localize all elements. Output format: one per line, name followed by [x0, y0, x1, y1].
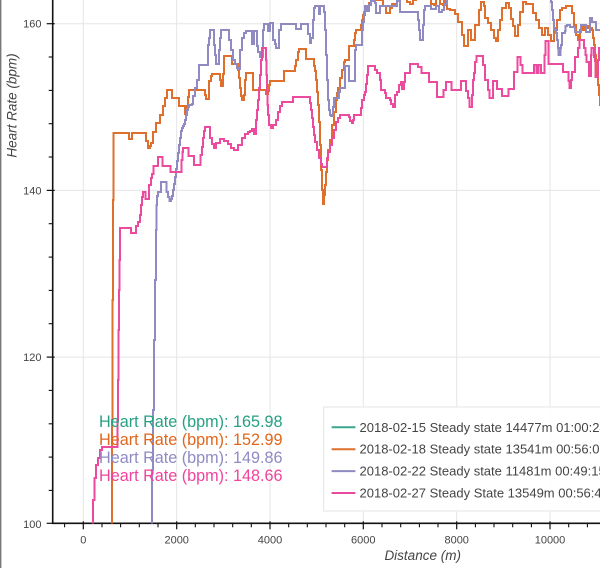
svg-text:120: 120 [23, 352, 41, 364]
svg-text:2018-02-18 Steady state 13541m: 2018-02-18 Steady state 13541m 00:56:03 [360, 442, 600, 457]
svg-text:10000: 10000 [535, 535, 566, 547]
svg-text:Heart Rate (bpm): 149.86: Heart Rate (bpm): 149.86 [99, 449, 283, 467]
svg-text:8000: 8000 [444, 535, 468, 547]
svg-text:Heart Rate (bpm): 148.66: Heart Rate (bpm): 148.66 [99, 467, 283, 485]
svg-text:2018-02-15 Steady state 14477m: 2018-02-15 Steady state 14477m 01:00:24 [360, 420, 600, 435]
svg-text:100: 100 [23, 519, 41, 531]
svg-text:6000: 6000 [351, 535, 375, 547]
svg-text:2000: 2000 [164, 535, 188, 547]
svg-text:160: 160 [23, 19, 41, 31]
svg-text:0: 0 [80, 535, 86, 547]
svg-text:Distance (m): Distance (m) [384, 548, 461, 563]
svg-text:2018-02-22 Steady state 11481m: 2018-02-22 Steady state 11481m 00:49:15 [360, 464, 600, 479]
svg-text:2018-02-27 Steady State 13549m: 2018-02-27 Steady State 13549m 00:56:46 [360, 486, 600, 501]
svg-text:4000: 4000 [258, 535, 282, 547]
svg-text:Heart Rate (bpm): Heart Rate (bpm) [5, 53, 20, 157]
svg-text:Heart Rate (bpm): 165.98: Heart Rate (bpm): 165.98 [99, 413, 283, 431]
svg-text:140: 140 [23, 185, 41, 197]
svg-text:Heart Rate (bpm): 152.99: Heart Rate (bpm): 152.99 [99, 431, 283, 449]
